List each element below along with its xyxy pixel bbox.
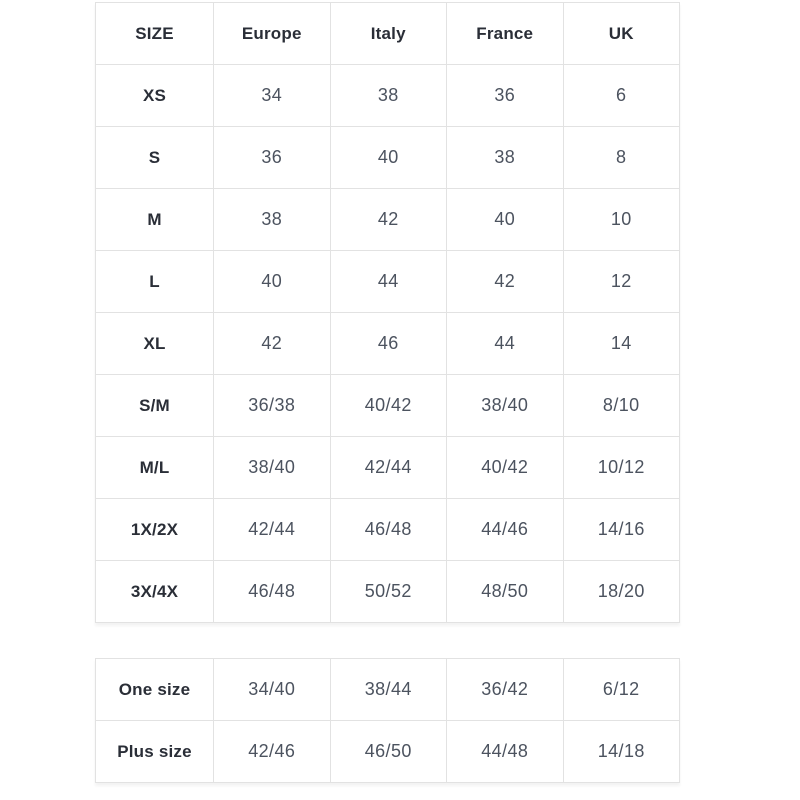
- value-cell: 46/50: [329, 720, 447, 783]
- one-size-plus-size-table: One size 34/40 38/44 36/42 6/12 Plus siz…: [95, 658, 680, 783]
- value-cell: 34: [213, 64, 331, 127]
- size-cell: Plus size: [95, 720, 214, 783]
- size-cell: XS: [95, 64, 214, 127]
- value-cell: 42/44: [213, 498, 331, 561]
- value-cell: 8/10: [562, 374, 680, 437]
- value-cell: 12: [562, 250, 680, 313]
- value-cell: 10: [562, 188, 680, 251]
- value-cell: 42/46: [213, 720, 331, 783]
- table-row: 3X/4X 46/48 50/52 48/50 18/20: [95, 560, 680, 623]
- value-cell: 6: [562, 64, 680, 127]
- table-row: One size 34/40 38/44 36/42 6/12: [95, 658, 680, 721]
- size-cell: One size: [95, 658, 214, 721]
- header-cell-uk: UK: [562, 2, 680, 65]
- value-cell: 44/46: [446, 498, 564, 561]
- size-chart-container: SIZE Europe Italy France UK XS 34 38 36 …: [95, 2, 680, 783]
- value-cell: 36: [446, 64, 564, 127]
- table-row: XS 34 38 36 6: [95, 64, 680, 127]
- value-cell: 42/44: [329, 436, 447, 499]
- table-row: L 40 44 42 12: [95, 250, 680, 313]
- table-row: XL 42 46 44 14: [95, 312, 680, 375]
- value-cell: 42: [213, 312, 331, 375]
- size-cell: 3X/4X: [95, 560, 214, 623]
- value-cell: 14: [562, 312, 680, 375]
- size-cell: S/M: [95, 374, 214, 437]
- value-cell: 48/50: [446, 560, 564, 623]
- header-cell-france: France: [446, 2, 564, 65]
- value-cell: 40: [329, 126, 447, 189]
- value-cell: 40: [213, 250, 331, 313]
- value-cell: 40/42: [329, 374, 447, 437]
- value-cell: 38/44: [329, 658, 447, 721]
- value-cell: 34/40: [213, 658, 331, 721]
- value-cell: 44: [329, 250, 447, 313]
- header-row: SIZE Europe Italy France UK: [95, 2, 680, 65]
- size-conversion-table: SIZE Europe Italy France UK XS 34 38 36 …: [95, 2, 680, 623]
- table-row: 1X/2X 42/44 46/48 44/46 14/16: [95, 498, 680, 561]
- value-cell: 40/42: [446, 436, 564, 499]
- size-cell: M/L: [95, 436, 214, 499]
- value-cell: 42: [446, 250, 564, 313]
- value-cell: 40: [446, 188, 564, 251]
- value-cell: 38/40: [446, 374, 564, 437]
- table-row: S/M 36/38 40/42 38/40 8/10: [95, 374, 680, 437]
- size-cell: XL: [95, 312, 214, 375]
- value-cell: 36: [213, 126, 331, 189]
- value-cell: 42: [329, 188, 447, 251]
- value-cell: 36/38: [213, 374, 331, 437]
- table-row: S 36 40 38 8: [95, 126, 680, 189]
- value-cell: 46/48: [329, 498, 447, 561]
- value-cell: 38: [329, 64, 447, 127]
- header-cell-size: SIZE: [95, 2, 214, 65]
- size-cell: 1X/2X: [95, 498, 214, 561]
- value-cell: 44: [446, 312, 564, 375]
- header-cell-italy: Italy: [329, 2, 447, 65]
- header-cell-europe: Europe: [213, 2, 331, 65]
- value-cell: 38/40: [213, 436, 331, 499]
- value-cell: 8: [562, 126, 680, 189]
- value-cell: 44/48: [446, 720, 564, 783]
- value-cell: 18/20: [562, 560, 680, 623]
- value-cell: 38: [213, 188, 331, 251]
- table-row: M 38 42 40 10: [95, 188, 680, 251]
- value-cell: 46/48: [213, 560, 331, 623]
- value-cell: 50/52: [329, 560, 447, 623]
- size-cell: M: [95, 188, 214, 251]
- value-cell: 14/16: [562, 498, 680, 561]
- value-cell: 36/42: [446, 658, 564, 721]
- value-cell: 6/12: [562, 658, 680, 721]
- size-cell: L: [95, 250, 214, 313]
- table-row: Plus size 42/46 46/50 44/48 14/18: [95, 720, 680, 783]
- value-cell: 14/18: [562, 720, 680, 783]
- value-cell: 46: [329, 312, 447, 375]
- value-cell: 10/12: [562, 436, 680, 499]
- value-cell: 38: [446, 126, 564, 189]
- size-cell: S: [95, 126, 214, 189]
- table-row: M/L 38/40 42/44 40/42 10/12: [95, 436, 680, 499]
